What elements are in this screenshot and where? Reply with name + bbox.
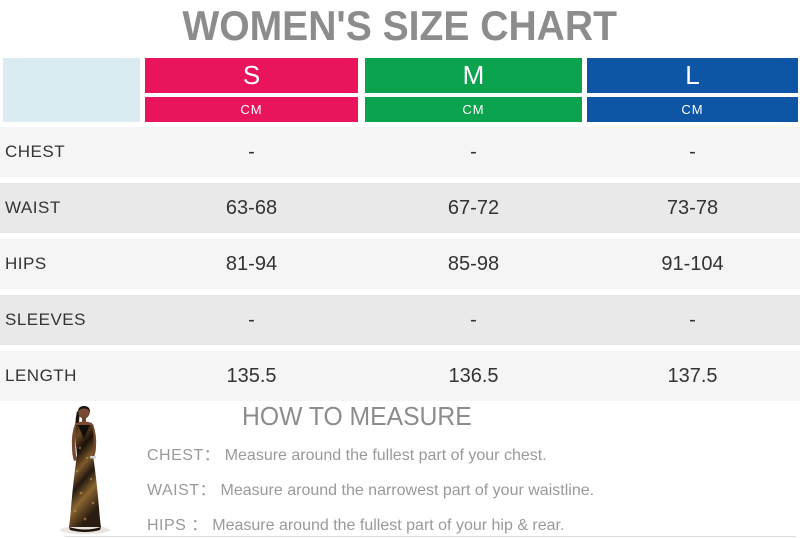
cell-value: - bbox=[689, 141, 696, 163]
cell-value: - bbox=[470, 309, 477, 331]
cell-value: 85-98 bbox=[447, 253, 500, 275]
measure-text: Measure around the narrowest part of you… bbox=[220, 482, 595, 499]
measure-instruction-waist: WAIST： Measure around the narrowest part… bbox=[147, 476, 767, 500]
model-hair bbox=[78, 406, 90, 415]
row-label: HIPS bbox=[5, 254, 47, 273]
measure-text: Measure around the fullest part of your … bbox=[212, 517, 565, 534]
model-photo bbox=[60, 406, 110, 534]
cell-value: 91-104 bbox=[661, 253, 724, 275]
leopard-spots bbox=[73, 446, 95, 521]
table-row-chest: CHEST - - - bbox=[0, 127, 800, 177]
cell-value: - bbox=[689, 309, 696, 331]
table-row-waist: WAIST 63-68 67-72 73-78 bbox=[0, 183, 800, 233]
model-head bbox=[78, 407, 90, 419]
unit-header-m: CM bbox=[365, 97, 582, 122]
size-header-m: M bbox=[365, 58, 582, 93]
unit-header-s: CM bbox=[145, 97, 358, 122]
row-label: WAIST bbox=[5, 198, 61, 217]
measure-label: CHEST： bbox=[147, 447, 221, 464]
model-dress bbox=[69, 425, 101, 527]
measure-instruction-hips: HIPS ： Measure around the fullest part o… bbox=[147, 511, 767, 535]
cell-value: 67-72 bbox=[447, 197, 500, 219]
table-row-length: LENGTH 135.5 136.5 137.5 bbox=[0, 351, 800, 401]
cell-value: 73-78 bbox=[666, 197, 719, 219]
cell-value: - bbox=[470, 141, 477, 163]
cell-value: 81-94 bbox=[225, 253, 278, 275]
measure-label: WAIST： bbox=[147, 482, 217, 499]
unit-header-l: CM bbox=[587, 97, 798, 122]
cell-value: 136.5 bbox=[448, 365, 499, 387]
cell-value: 137.5 bbox=[667, 365, 718, 387]
dress-vneck bbox=[78, 425, 90, 439]
row-label: CHEST bbox=[5, 142, 66, 161]
size-header-s: S bbox=[145, 58, 358, 93]
model-arm-left bbox=[71, 424, 78, 461]
cell-value: 63-68 bbox=[225, 197, 278, 219]
size-header-l: L bbox=[587, 58, 798, 93]
table-row-sleeves: SLEEVES - - - bbox=[0, 295, 800, 345]
measure-text: Measure around the fullest part of your … bbox=[224, 447, 547, 464]
bottom-divider bbox=[65, 536, 796, 537]
cell-value: 135.5 bbox=[226, 365, 277, 387]
measure-label: HIPS ： bbox=[147, 517, 208, 534]
how-to-measure-heading: HOW TO MEASURE bbox=[242, 401, 472, 431]
table-row-hips: HIPS 81-94 85-98 91-104 bbox=[0, 239, 800, 289]
cell-value: - bbox=[248, 141, 255, 163]
bracelet bbox=[90, 456, 96, 459]
page-title: WOMEN'S SIZE CHART bbox=[182, 2, 618, 49]
model-neck bbox=[82, 417, 86, 423]
cell-value: - bbox=[248, 309, 255, 331]
header-label-cell bbox=[3, 58, 140, 122]
row-label: SLEEVES bbox=[5, 310, 86, 329]
dress-hem bbox=[69, 527, 101, 532]
measure-instruction-chest: CHEST： Measure around the fullest part o… bbox=[147, 441, 767, 465]
row-label: LENGTH bbox=[5, 366, 77, 385]
